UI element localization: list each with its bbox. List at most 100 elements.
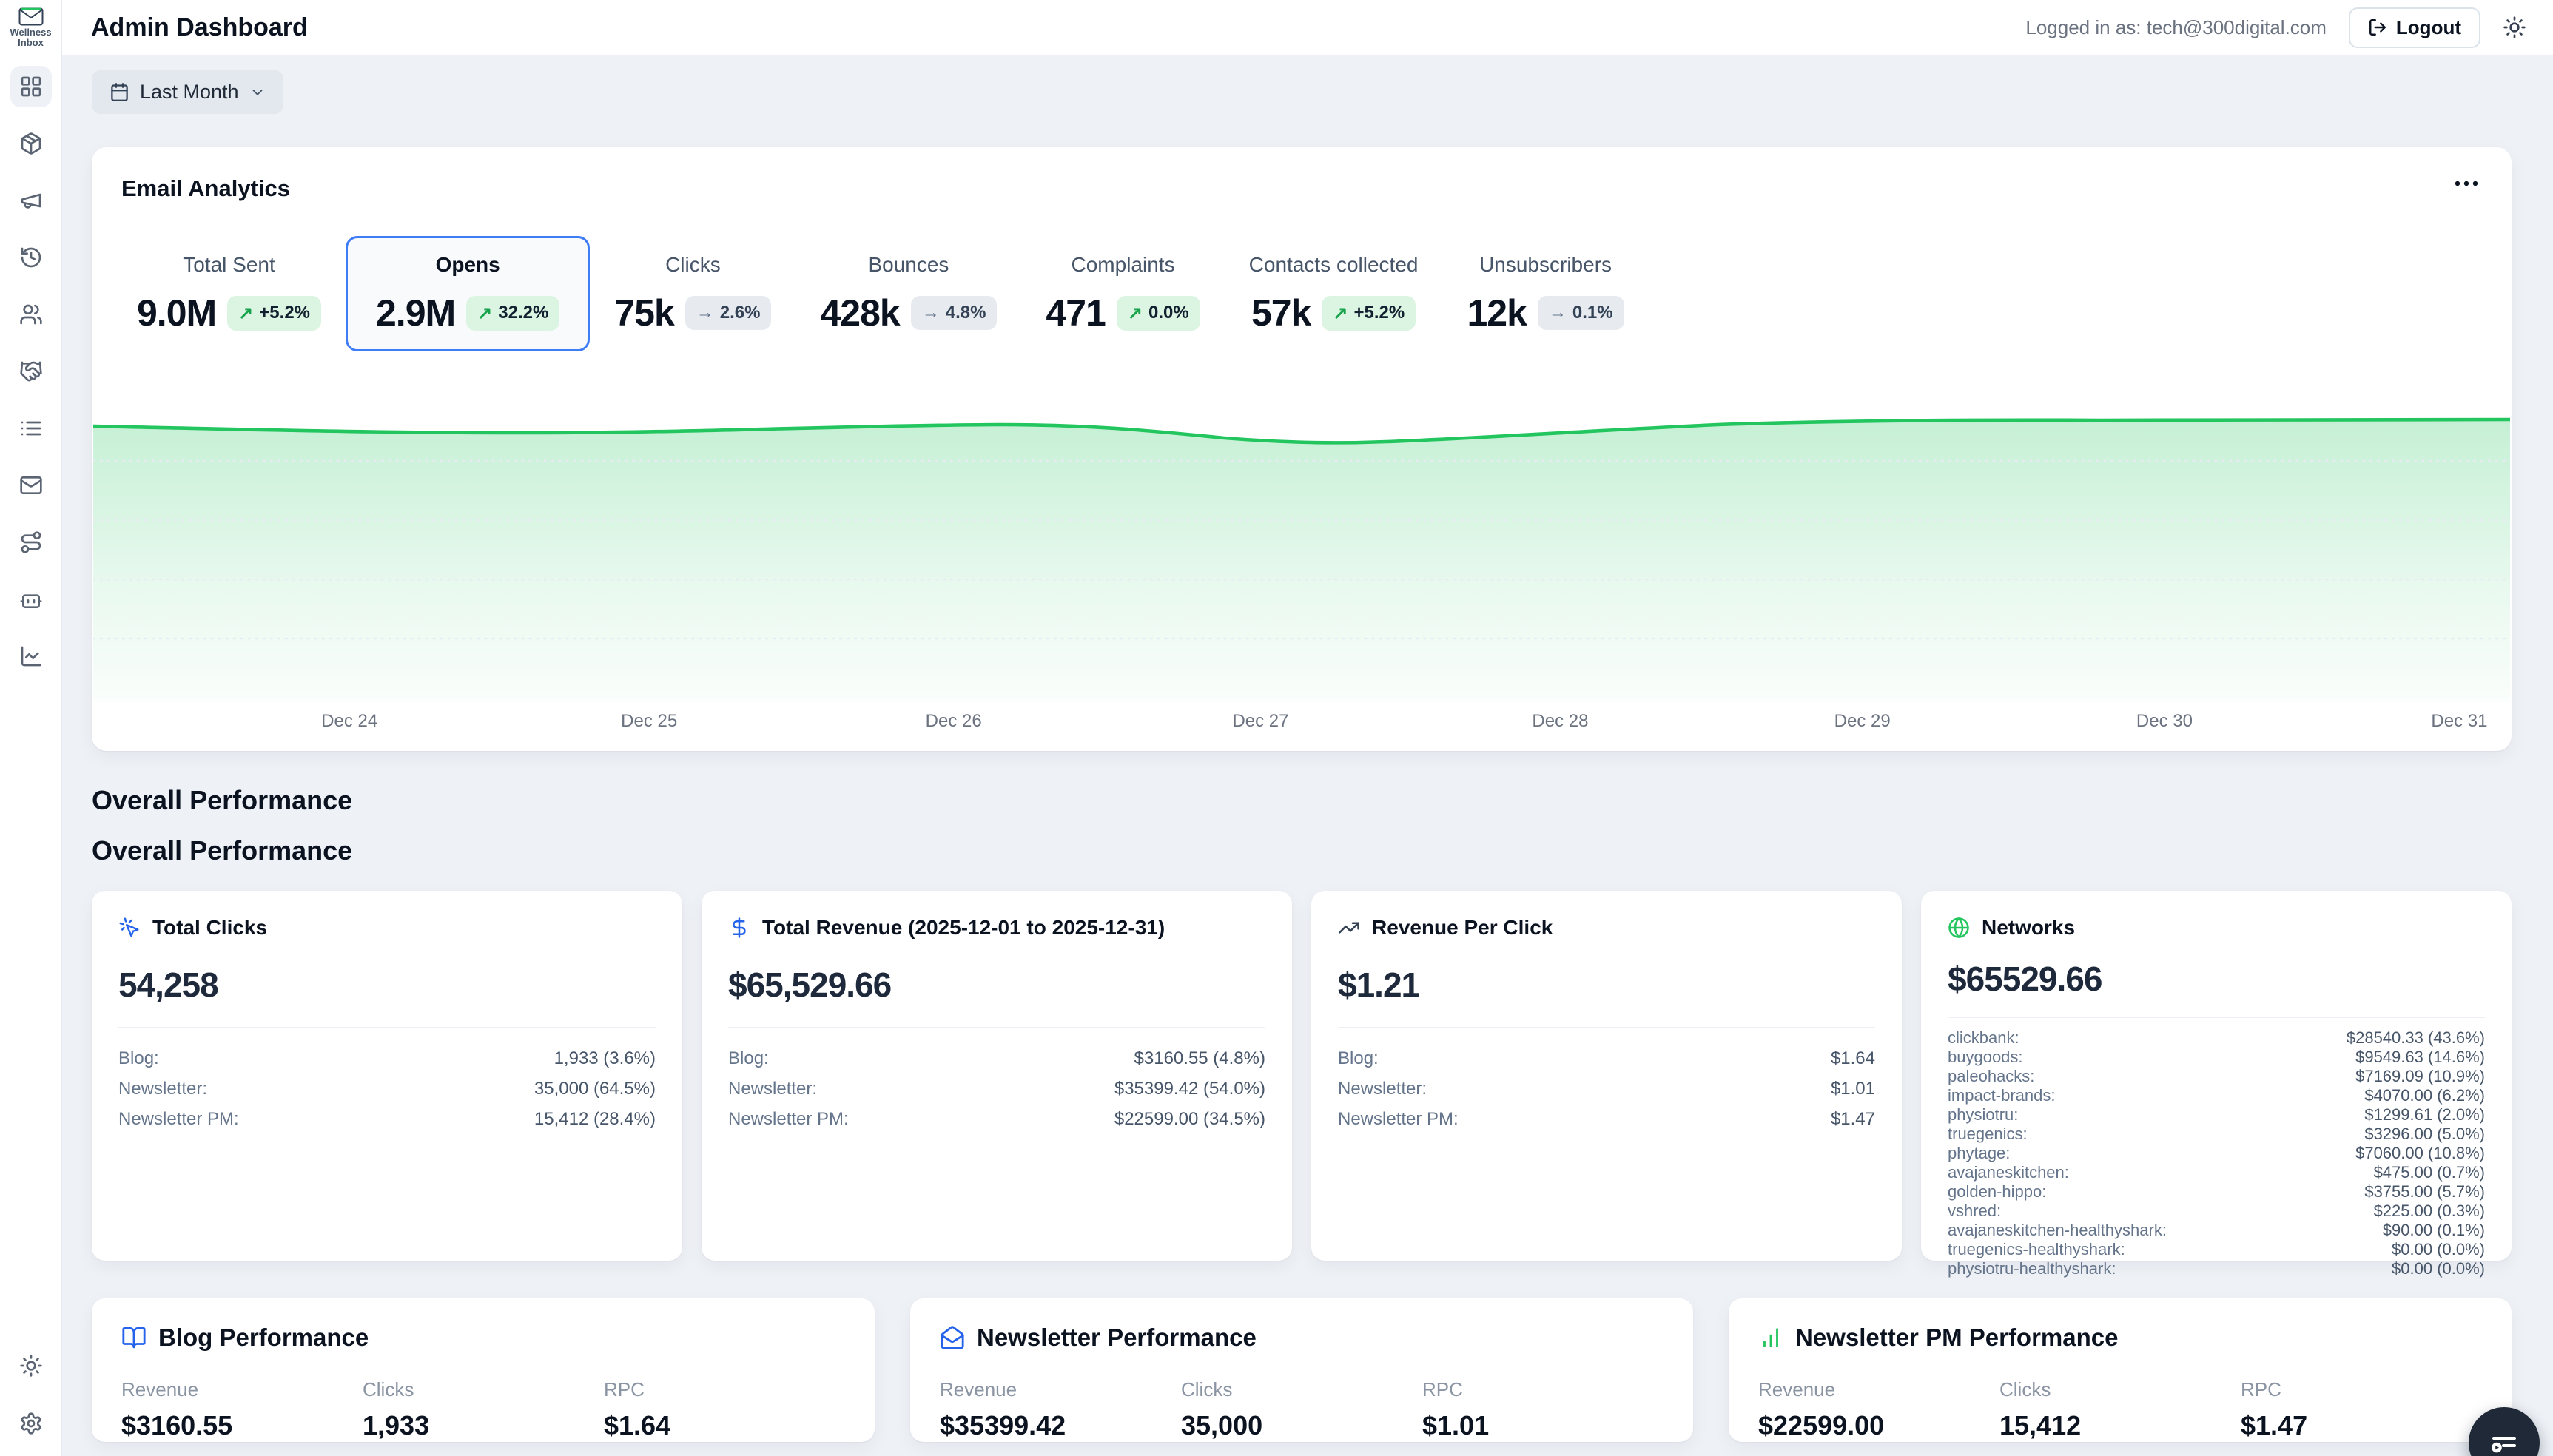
network-row: clickbank: $28540.33 (43.6%) (1948, 1028, 2485, 1047)
metric-tab-opens[interactable]: Opens 2.9M ↗ 32.2% (346, 236, 591, 351)
trend-flat-icon: → (921, 303, 940, 323)
dashboard-grid-icon (21, 76, 41, 97)
sun-icon (2503, 16, 2526, 38)
network-row: paleohacks: $7169.09 (10.9%) (1948, 1067, 2485, 1085)
trend-flat-icon: → (1548, 303, 1567, 323)
stat-clicks: Clicks 35,000 (1181, 1378, 1263, 1440)
mouse-pointer-click-icon (119, 917, 139, 937)
breakdown-row: Blog: 1,933 (3.6%) (118, 1048, 656, 1068)
sidebar: Wellness Inbox (0, 0, 62, 1456)
calendar-icon (111, 83, 128, 101)
sidebar-settings[interactable] (10, 1403, 52, 1444)
metric-tab-total-sent[interactable]: Total Sent 9.0M ↗ +5.2% (112, 236, 346, 351)
card-title: Total Revenue (2025-12-01 to 2025-12-31) (762, 916, 1166, 939)
x-tick: Dec 24 (321, 711, 378, 731)
brand-logo: Wellness Inbox (10, 7, 52, 48)
sidebar-item-history[interactable] (10, 237, 52, 278)
trend-up-icon: ↗ (477, 303, 493, 323)
sidebar-bottom (10, 1345, 52, 1456)
email-analytics-title: Email Analytics (121, 175, 291, 201)
network-row: truegenics-healthyshark: $0.00 (0.0%) (1948, 1240, 2485, 1258)
metric-tab-contacts-collected[interactable]: Contacts collected 57k ↗ +5.2% (1225, 236, 1443, 351)
chart-line (93, 417, 2510, 445)
bar-chart-icon (1763, 1328, 1778, 1347)
metric-tab-complaints[interactable]: Complaints 471 ↗ 0.0% (1021, 236, 1224, 351)
history-icon (21, 247, 41, 268)
date-range-button[interactable]: Last Month (92, 70, 283, 114)
logged-in-text: Logged in as: tech@300digital.com (2025, 16, 2327, 38)
breakdown-row: Newsletter: 35,000 (64.5%) (118, 1079, 656, 1099)
stat-clicks: Clicks 1,933 (363, 1378, 430, 1440)
x-tick: Dec 31 (2431, 711, 2488, 731)
section-title-overall-performance-1: Overall Performance (92, 785, 353, 815)
network-row: avajaneskitchen-healthyshark: $90.00 (0.1… (1948, 1221, 2485, 1239)
sidebar-item-partners[interactable] (10, 351, 52, 392)
channel-cards-row: Blog Performance Revenue $3160.55 Clicks 1… (92, 1298, 2512, 1442)
x-tick: Dec 28 (1532, 711, 1589, 731)
breakdown-row: Newsletter: $1.01 (1338, 1079, 1875, 1099)
sidebar-item-lists[interactable] (10, 408, 52, 449)
sidebar-item-products[interactable] (10, 123, 52, 164)
network-row: impact-brands: $4070.00 (6.2%) (1948, 1086, 2485, 1105)
sidebar-item-analytics[interactable] (10, 636, 52, 677)
metric-value: 75k (614, 292, 674, 334)
route-icon (21, 531, 41, 553)
sidebar-item-bots[interactable] (10, 579, 52, 620)
chart-x-axis: Dec 24 Dec 25 Dec 26 Dec 27 Dec 28 Dec 2… (93, 711, 2510, 735)
breakdown-row: Blog: $1.64 (1338, 1048, 1875, 1068)
network-row: physiotru: $1299.61 (2.0%) (1948, 1105, 2485, 1124)
page-title: Admin Dashboard (91, 13, 308, 41)
sidebar-item-campaigns[interactable] (10, 180, 52, 221)
revenue-per-click-card: Revenue Per Click $1.21 Blog: $1.64 Newsl… (1311, 891, 1902, 1261)
metric-value: 57k (1251, 292, 1311, 334)
book-open-icon (122, 1327, 146, 1349)
card-menu-button[interactable] (2451, 175, 2482, 194)
theme-toggle-button[interactable] (2503, 16, 2526, 39)
sidebar-item-automations[interactable] (10, 522, 52, 563)
chart-area-fill (93, 419, 2510, 702)
summary-cards-row: Total Clicks 54,258 Blog: 1,933 (3.6%) Ne… (92, 891, 2512, 1278)
dollar-sign-icon (733, 917, 746, 938)
topbar-right: Logged in as: tech@300digital.com Logout (2025, 7, 2526, 48)
trending-up-icon (1339, 922, 1359, 934)
metric-tab-unsubscribers[interactable]: Unsubscribers 12k → 0.1% (1442, 236, 1648, 351)
metric-tab-bounces[interactable]: Bounces 428k → 4.8% (796, 236, 1021, 351)
trend-flat-icon: → (696, 303, 714, 323)
metric-value: 2.9M (376, 292, 456, 334)
ellipsis-icon (2455, 181, 2478, 186)
card-title: Newsletter PM Performance (1795, 1324, 2119, 1351)
megaphone-icon (21, 193, 41, 209)
sidebar-item-email[interactable] (10, 465, 52, 506)
card-title: Blog Performance (158, 1324, 369, 1351)
chevron-down-icon (252, 89, 262, 95)
main-area: Admin Dashboard Logged in as: tech@300di… (62, 0, 2553, 1456)
divider (118, 1027, 656, 1028)
email-analytics-header: Email Analytics (92, 147, 2512, 202)
brand-name-line2: Inbox (18, 37, 44, 48)
sidebar-theme-toggle[interactable] (10, 1345, 52, 1386)
metric-value: 428k (820, 292, 900, 334)
network-row: avajaneskitchen: $475.00 (0.7%) (1948, 1163, 2485, 1182)
section-title-overall-performance-2: Overall Performance (92, 835, 353, 866)
card-value: $65529.66 (1948, 960, 2102, 998)
breakdown-row: Newsletter PM: 15,412 (28.4%) (118, 1109, 656, 1129)
stat-rpc: RPC $1.01 (1422, 1378, 1490, 1440)
metric-tab-clicks[interactable]: Clicks 75k → 2.6% (590, 236, 796, 351)
metric-value: 12k (1467, 292, 1527, 334)
breakdown-row: Newsletter: $35399.42 (54.0%) (728, 1079, 1265, 1099)
brand-name-line1: Wellness (10, 27, 52, 38)
x-tick: Dec 25 (621, 711, 678, 731)
metric-tabs: Total Sent 9.0M ↗ +5.2% Opens 2.9M ↗ 32.2% (92, 236, 2512, 351)
log-out-icon (2369, 19, 2386, 36)
logout-button[interactable]: Logout (2348, 7, 2480, 48)
list-icon (21, 421, 41, 436)
sidebar-item-dashboard[interactable] (10, 66, 52, 107)
opens-area-chart[interactable]: Dec 24 Dec 25 Dec 26 Dec 27 Dec 28 Dec 2… (93, 417, 2510, 731)
sidebar-item-contacts[interactable] (10, 294, 52, 335)
network-row: buygoods: $9549.63 (14.6%) (1948, 1048, 2485, 1066)
metric-value: 471 (1046, 292, 1106, 334)
trend-up-icon: ↗ (1333, 303, 1348, 323)
breakdown-row: Newsletter PM: $22599.00 (34.5%) (728, 1109, 1265, 1129)
mail-icon (19, 476, 42, 494)
